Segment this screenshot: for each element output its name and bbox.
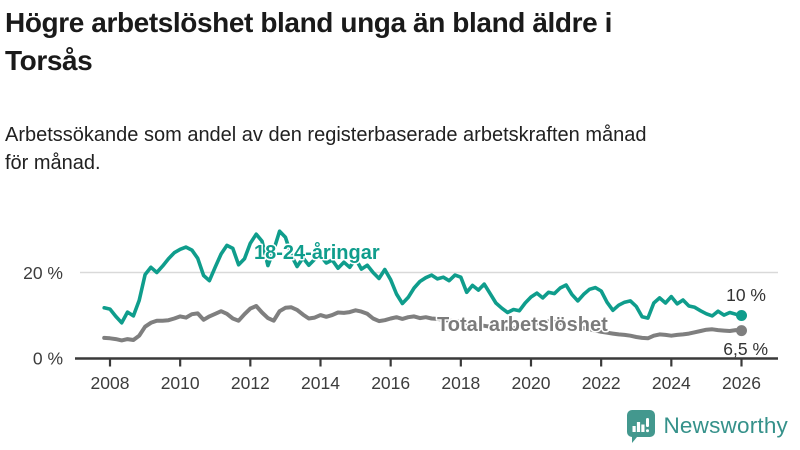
y-axis-label-20: 20 % (23, 263, 63, 283)
x-tick-label: 2012 (231, 373, 270, 393)
y-axis-label-0: 0 % (33, 349, 63, 369)
series-end-dot-total (736, 325, 747, 337)
x-tick-label: 2024 (652, 373, 691, 393)
newsworthy-logo: Newsworthy (626, 409, 788, 443)
header: Högre arbetslöshet bland unga än bland ä… (5, 4, 795, 80)
x-tick-label: 2022 (582, 373, 621, 393)
subtitle-line-1: Arbetssökande som andel av den registerb… (5, 124, 647, 146)
x-tick-label: 2016 (371, 373, 410, 393)
x-tick-label: 2026 (722, 373, 761, 393)
x-axis-ticks: 2008 2010 2012 2014 2016 2018 2020 2022 2024 2026 (91, 358, 761, 393)
chart-subtitle: Arbetssökande som andel av den registerb… (5, 121, 785, 177)
logo-text: Newsworthy (663, 413, 788, 438)
newsworthy-chart-bubble-icon (627, 410, 656, 443)
series-line-total (102, 304, 744, 343)
series-line-youth (102, 229, 744, 325)
logo-bar-chart-glyph (632, 418, 650, 433)
page-title: Högre arbetslöshet bland unga än bland ä… (5, 4, 795, 80)
x-tick-label: 2014 (301, 373, 340, 393)
series-label-youth: 18-24-åringar (254, 241, 380, 264)
end-value-label-total: 6,5 % (723, 339, 768, 359)
x-tick-label: 2018 (441, 373, 480, 393)
subtitle-line-2: för månad. (5, 152, 101, 174)
series-end-dot-youth (736, 310, 747, 321)
x-tick-label: 2010 (161, 373, 200, 393)
logo-bubble-shape (627, 410, 656, 443)
title-line-2: Torsås (5, 45, 93, 76)
title-line-1: Högre arbetslöshet bland unga än bland ä… (5, 7, 613, 38)
x-tick-label: 2008 (91, 373, 130, 393)
x-tick-label: 2020 (512, 373, 551, 393)
end-value-label-youth: 10 % (726, 285, 766, 305)
series-label-total: Total arbetslöshet (437, 314, 608, 336)
